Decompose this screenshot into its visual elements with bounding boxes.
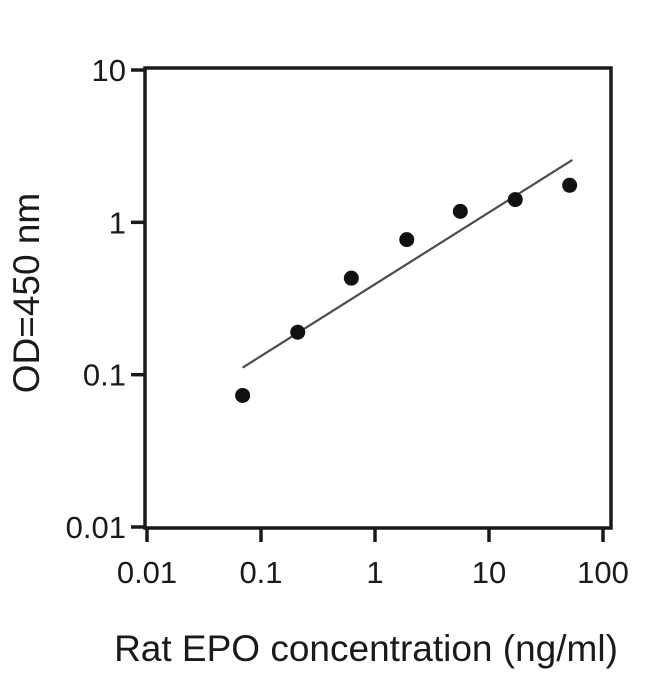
y-tick-label: 1 [109, 205, 126, 240]
data-point [290, 324, 306, 340]
y-axis: 0.01 0.1 1 10 [66, 53, 144, 545]
x-axis: 0.01 0.1 1 10 100 [117, 529, 629, 590]
data-point [399, 232, 415, 248]
data-point [507, 192, 523, 208]
x-tick-label: 100 [577, 555, 629, 590]
y-tick-label: 0.1 [83, 358, 126, 393]
data-point [235, 387, 251, 403]
x-tick-label: 0.1 [239, 555, 282, 590]
y-tick-label: 0.01 [66, 510, 126, 545]
data-point [343, 270, 359, 286]
data-point [562, 177, 578, 193]
data-point [452, 203, 468, 219]
plot-frame [143, 66, 613, 530]
y-axis-title: OD=450 nm [6, 193, 47, 394]
x-tick-label: 1 [366, 555, 383, 590]
x-tick-label: 0.01 [117, 555, 177, 590]
x-axis-title: Rat EPO concentration (ng/ml) [114, 628, 618, 669]
x-tick-label: 10 [472, 555, 506, 590]
y-tick-label: 10 [92, 53, 126, 88]
series-layer [235, 159, 578, 403]
